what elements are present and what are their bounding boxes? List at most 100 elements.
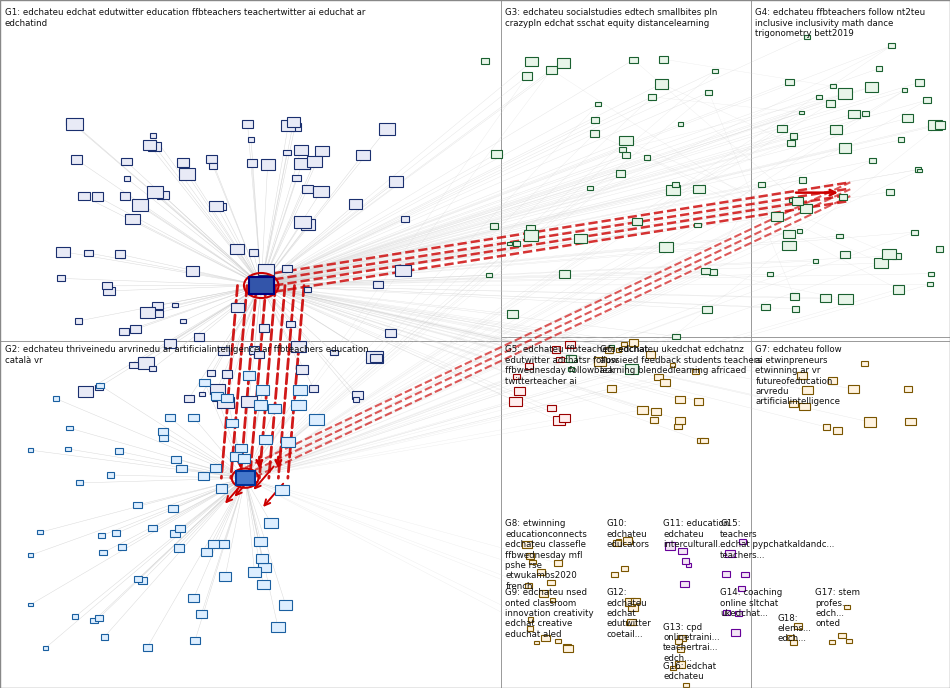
Bar xyxy=(799,402,809,410)
Bar xyxy=(509,396,522,406)
Bar xyxy=(882,249,896,259)
Bar xyxy=(616,171,625,178)
Bar xyxy=(157,191,169,200)
Bar xyxy=(180,319,186,323)
Bar xyxy=(75,319,82,323)
Bar xyxy=(138,356,154,369)
Bar xyxy=(927,282,933,286)
Bar xyxy=(868,158,876,163)
Bar xyxy=(800,204,812,213)
Bar xyxy=(241,396,256,407)
Bar xyxy=(379,123,394,135)
Bar xyxy=(56,247,69,257)
Bar xyxy=(241,120,254,128)
Bar xyxy=(196,610,207,618)
Bar xyxy=(57,275,65,281)
Bar xyxy=(723,610,730,615)
Bar xyxy=(526,625,533,631)
Bar xyxy=(295,365,308,374)
Bar xyxy=(836,234,843,238)
Bar xyxy=(758,182,766,187)
Bar xyxy=(917,169,922,173)
Bar xyxy=(678,548,687,555)
Bar xyxy=(331,350,337,356)
Bar xyxy=(115,449,123,454)
Bar xyxy=(395,265,410,276)
Bar xyxy=(256,580,270,590)
Bar xyxy=(902,89,907,92)
Bar xyxy=(170,530,180,537)
Bar xyxy=(838,89,852,98)
Bar xyxy=(846,639,852,643)
Bar xyxy=(276,485,289,495)
Bar xyxy=(829,125,842,134)
Bar xyxy=(236,471,255,485)
Bar xyxy=(255,351,264,358)
Bar xyxy=(149,133,156,138)
Bar xyxy=(799,177,807,182)
Bar xyxy=(248,137,255,142)
Bar xyxy=(655,374,663,380)
Bar xyxy=(675,661,681,665)
Bar xyxy=(268,404,281,413)
Bar xyxy=(839,194,847,200)
Bar xyxy=(309,385,318,391)
Bar xyxy=(194,334,204,341)
Bar xyxy=(183,395,194,402)
Bar xyxy=(90,618,98,623)
Bar xyxy=(646,352,655,358)
Bar xyxy=(389,176,403,187)
Bar xyxy=(768,272,772,277)
Bar xyxy=(628,603,637,611)
Bar xyxy=(626,621,632,625)
Bar xyxy=(539,590,548,597)
Bar xyxy=(112,530,121,536)
Bar xyxy=(675,416,685,424)
Bar xyxy=(559,270,570,278)
Bar xyxy=(485,272,492,277)
Bar xyxy=(792,197,804,206)
Bar xyxy=(255,537,267,546)
Bar xyxy=(385,329,396,337)
Bar xyxy=(218,540,229,548)
Bar xyxy=(659,242,673,252)
Bar xyxy=(761,304,770,310)
Bar xyxy=(66,118,83,130)
Bar xyxy=(526,553,534,559)
Bar xyxy=(356,149,370,160)
Bar xyxy=(741,572,750,577)
Bar xyxy=(665,542,674,550)
Bar xyxy=(568,367,574,371)
Bar xyxy=(911,230,918,235)
Bar xyxy=(95,385,103,390)
Bar xyxy=(514,387,524,395)
Bar xyxy=(833,427,843,434)
Bar xyxy=(219,572,231,581)
Bar xyxy=(290,122,300,131)
Text: G6: edchateu ukedchat edchatnz
aussieed feedback students teachers
learning blen: G6: edchateu ukedchat edchatnz aussieed … xyxy=(600,345,762,375)
Bar xyxy=(923,97,931,103)
Bar xyxy=(899,138,904,142)
Bar xyxy=(826,100,835,107)
Text: G18:
elems...
edch...: G18: elems... edch... xyxy=(777,614,811,643)
Text: G12:
edchateu
edchat
edutwitter
coetail...: G12: edchateu edchat edutwitter coetail.… xyxy=(606,588,651,639)
Bar xyxy=(513,374,521,379)
Bar xyxy=(210,384,224,394)
Bar xyxy=(211,391,222,400)
Bar xyxy=(163,339,176,348)
Bar xyxy=(609,345,615,349)
Bar xyxy=(527,617,533,621)
Bar xyxy=(622,537,632,544)
Bar xyxy=(915,79,923,85)
Bar xyxy=(557,58,571,68)
Bar xyxy=(524,230,539,241)
Bar xyxy=(903,386,912,391)
Bar xyxy=(122,158,132,165)
Bar xyxy=(611,572,618,577)
Bar xyxy=(547,405,556,411)
Bar xyxy=(71,155,82,164)
Bar xyxy=(304,287,311,292)
Bar xyxy=(783,241,796,250)
Bar xyxy=(738,539,746,544)
Bar xyxy=(165,414,175,421)
